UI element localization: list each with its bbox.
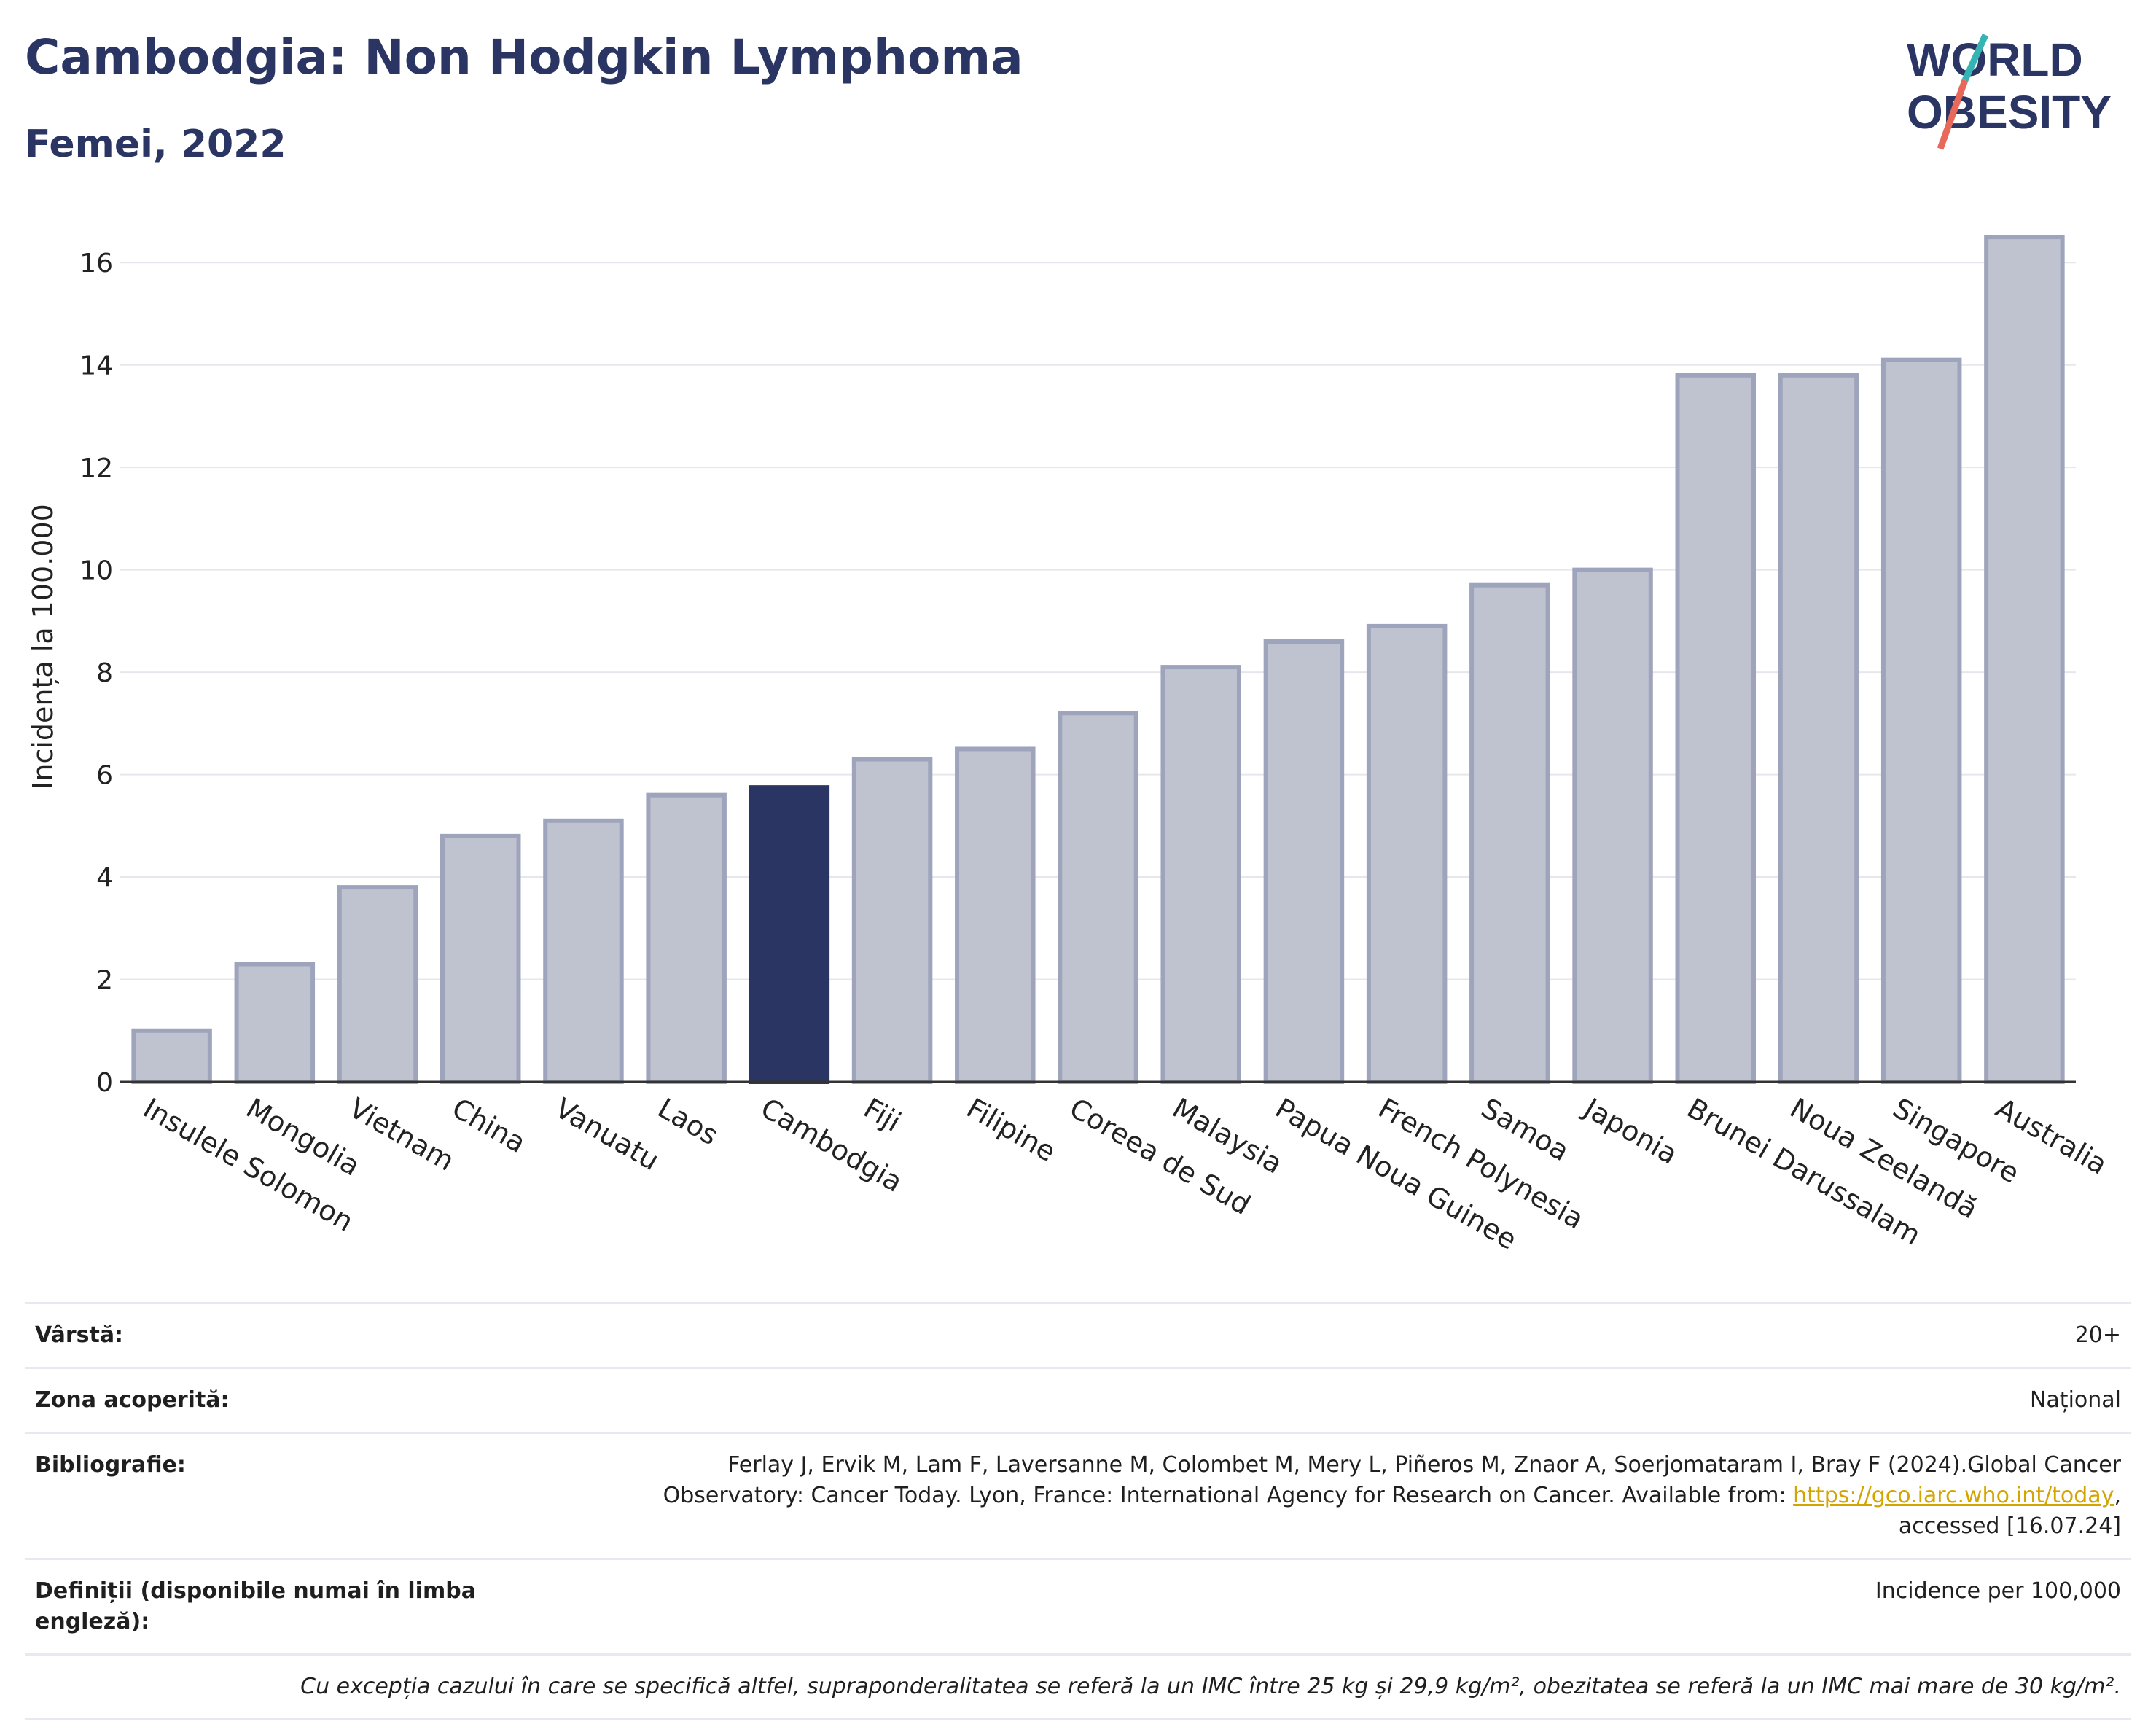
bar-french-polynesia <box>1366 623 1448 1084</box>
bar-cambodgia <box>749 785 830 1085</box>
x-tick-label: Coreea de Sud <box>1064 1092 1256 1221</box>
info-row-age: Vârstă: 20+ <box>25 1302 2131 1367</box>
x-tick-label: Laos <box>652 1092 724 1152</box>
y-axis-label: Incidența la 100.000 <box>27 504 59 789</box>
bar-chart: 0 2 4 6 8 10 12 14 16 Insulele SolomonMongoliaVi… <box>27 235 2112 1256</box>
bibliography-line1: Ferlay J, Ervik M, Lam F, Laversanne M, … <box>727 1452 2121 1478</box>
y-tick-label: 14 <box>79 351 113 381</box>
coverage-value: Național <box>2029 1387 2121 1413</box>
page-subtitle: Femei, 2022 <box>25 122 286 166</box>
bibliography-line2: Observatory: Cancer Today. Lyon, France:… <box>663 1483 1794 1508</box>
bar-laos <box>646 792 727 1085</box>
y-tick-label: 16 <box>79 249 113 278</box>
logo-line1: WORLD <box>1907 34 2083 86</box>
x-tick-label: Vietnam <box>344 1092 460 1177</box>
info-table: Vârstă: 20+ Zona acoperită: Național Bib… <box>25 1302 2131 1720</box>
bar-china <box>440 833 521 1085</box>
info-row-bibliography: Bibliografie: Ferlay J, Ervik M, Lam F, … <box>25 1432 2131 1558</box>
bar-insulele-solomon <box>131 1028 212 1084</box>
bar-japonia <box>1572 567 1653 1084</box>
coverage-label: Zona acoperită: <box>35 1387 230 1413</box>
footnote: Cu excepția cazului în care se specifică… <box>300 1674 2121 1699</box>
x-tick-label: Vanuatu <box>550 1092 665 1177</box>
bar-coreea-de-sud <box>1058 711 1138 1085</box>
bibliography-link[interactable]: https://gco.iarc.who.int/today <box>1793 1483 2114 1508</box>
definitions-label: Definiții (disponibile numai în limba en… <box>35 1578 476 1634</box>
y-tick-label: 12 <box>79 453 113 483</box>
y-tick-label: 0 <box>96 1068 113 1098</box>
bar-singapore <box>1880 357 1962 1084</box>
age-value: 20+ <box>2074 1322 2121 1348</box>
x-tick-label: Japonia <box>1577 1091 1683 1171</box>
info-row-definitions: Definiții (disponibile numai în limba en… <box>25 1558 2131 1653</box>
bar-samoa <box>1469 582 1550 1084</box>
bibliography-line2-end: , <box>2114 1483 2121 1508</box>
info-row-note: Cu excepția cazului în care se specifică… <box>25 1653 2131 1720</box>
y-tick-label: 10 <box>79 556 113 586</box>
logo-slash-red <box>1937 79 1969 150</box>
bar-noua-zeelandă <box>1778 373 1859 1084</box>
bar-vietnam <box>337 885 418 1084</box>
x-tick-label: Fiji <box>859 1092 907 1138</box>
page-title: Cambodgia: Non Hodgkin Lymphoma <box>25 29 1023 85</box>
bibliography-label: Bibliografie: <box>35 1452 186 1478</box>
age-label: Vârstă: <box>35 1322 124 1348</box>
y-tick-label: 6 <box>96 761 113 791</box>
world-obesity-logo: WORLD OBESITY <box>1907 34 2112 150</box>
logo-slash-teal <box>1961 34 1989 82</box>
bar-papua-noua-guinee <box>1263 639 1345 1084</box>
definitions-value: Incidence per 100,000 <box>1875 1578 2121 1604</box>
bar-mongolia <box>234 962 316 1085</box>
bibliography-line3: accessed [16.07.24] <box>1898 1513 2121 1539</box>
bar-brunei-darussalam <box>1675 373 1757 1084</box>
info-row-coverage: Zona acoperită: Național <box>25 1367 2131 1432</box>
y-tick-label: 8 <box>96 658 113 688</box>
bar-filipine <box>955 746 1036 1084</box>
bibliography-value: Ferlay J, Ervik M, Lam F, Laversanne M, … <box>501 1450 2121 1542</box>
y-tick-label: 4 <box>96 863 113 893</box>
y-tick-label: 2 <box>96 966 113 996</box>
y-axis-ticks: 0 2 4 6 8 10 12 14 16 <box>79 249 113 1098</box>
logo-line2: OBESITY <box>1907 86 2112 139</box>
bar-fiji <box>851 757 933 1085</box>
bar-malaysia <box>1160 665 1241 1084</box>
chart-bars <box>131 235 2065 1085</box>
bar-vanuatu <box>543 818 624 1085</box>
bar-australia <box>1984 235 2065 1084</box>
x-tick-label: Filipine <box>961 1092 1061 1169</box>
